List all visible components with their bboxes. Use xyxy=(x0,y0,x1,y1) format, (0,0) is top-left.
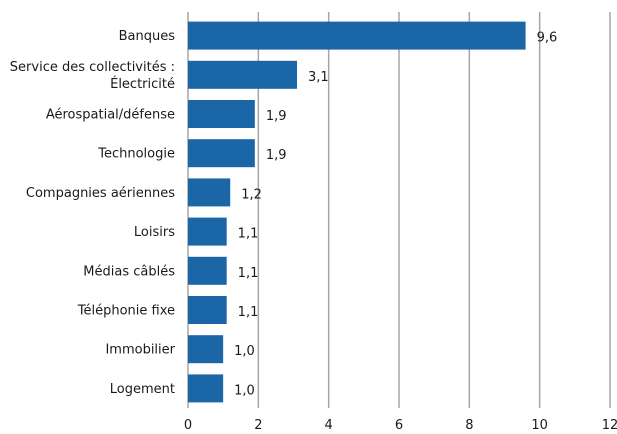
category-label: Médias câblés xyxy=(83,264,175,279)
x-tick-label: 4 xyxy=(325,418,333,433)
bar xyxy=(188,256,227,285)
bar xyxy=(188,217,227,246)
bar xyxy=(188,21,526,50)
value-label: 1,9 xyxy=(266,109,287,124)
bar xyxy=(188,100,255,128)
category-label: Compagnies aériennes xyxy=(26,186,175,201)
value-label: 1,0 xyxy=(234,383,255,398)
bar xyxy=(188,374,224,403)
x-axis-tick-labels: 0 2 4 6 8 10 12 xyxy=(184,418,617,433)
x-tick-label: 8 xyxy=(465,418,473,433)
bar xyxy=(188,335,224,364)
bars xyxy=(188,21,526,403)
x-tick-label: 2 xyxy=(254,418,262,433)
value-labels: 9,6 3,1 1,9 1,9 1,2 1,1 1,1 1,1 1,0 1,0 xyxy=(234,31,557,399)
category-label: Loisirs xyxy=(134,225,175,240)
x-tick-label: 12 xyxy=(602,418,617,433)
bar xyxy=(188,60,298,89)
value-label: 1,0 xyxy=(234,344,255,359)
category-label: Logement xyxy=(110,382,175,397)
x-tick-label: 6 xyxy=(395,418,403,433)
bar xyxy=(188,178,231,207)
category-label: Banques xyxy=(119,29,176,44)
value-label: 1,2 xyxy=(241,187,262,202)
value-label: 1,1 xyxy=(238,305,259,320)
category-label: Aérospatial/défense xyxy=(46,108,175,123)
category-label: Service des collectivités : Électricité xyxy=(10,60,175,92)
bar xyxy=(188,139,255,168)
bar xyxy=(188,296,227,324)
x-tick-label: 0 xyxy=(184,418,192,433)
x-tick-label: 10 xyxy=(531,418,548,433)
category-label: Immobilier xyxy=(105,343,175,358)
value-label: 9,6 xyxy=(537,31,558,46)
value-label: 1,1 xyxy=(238,266,259,281)
category-label: Téléphonie fixe xyxy=(77,304,175,319)
category-labels: Banques Service des collectivités : Électr… xyxy=(10,29,176,397)
category-label: Technologie xyxy=(97,147,175,162)
value-label: 1,9 xyxy=(266,148,287,163)
value-label: 1,1 xyxy=(238,227,259,242)
value-label: 3,1 xyxy=(308,70,329,85)
